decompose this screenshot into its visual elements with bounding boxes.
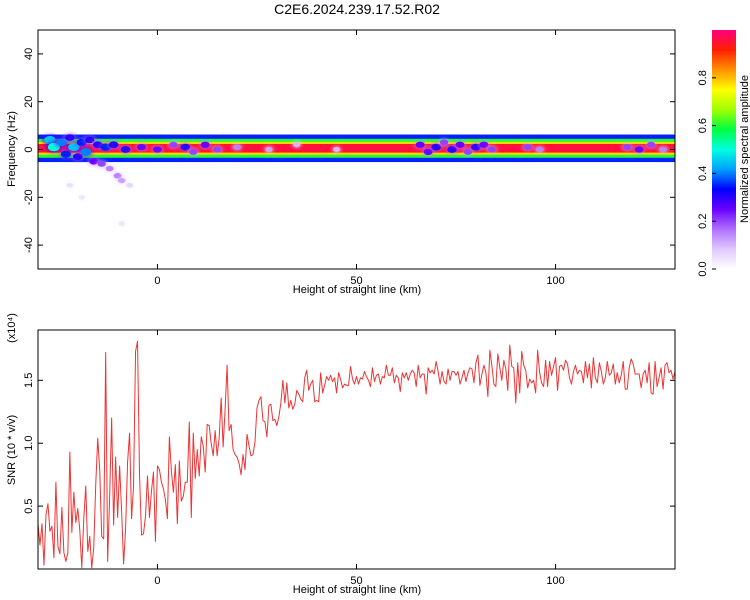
spectral-blob [233, 144, 241, 150]
snr-y-tick-label: 1.0 [23, 436, 35, 451]
spectral-blob [212, 146, 222, 153]
spectral-blob [463, 148, 473, 155]
spectral-blob [189, 148, 198, 155]
colorbar-gradient [712, 30, 736, 269]
snr-panel: 0 50 100 0.5 1.0 1.5 Height of straight line … [6, 313, 676, 596]
spectral-blob [265, 146, 273, 153]
spectral-blob [78, 195, 86, 200]
spectral-blob [439, 139, 449, 146]
spectral-blob [152, 146, 162, 153]
spectrogram-x-tick-label: 100 [546, 275, 564, 287]
spectral-blob [646, 141, 656, 148]
colorbar-label: Normalized spectral amplitude [739, 75, 750, 223]
spectral-blob [634, 146, 644, 153]
snr-x-tick-label: 0 [154, 575, 160, 587]
spectrogram-x-tick-label: 0 [154, 275, 160, 287]
spectral-blob [66, 183, 74, 188]
spectral-blob [479, 141, 489, 148]
spectral-blob [169, 141, 178, 148]
snr-series-line [38, 340, 675, 569]
snr-y-tick-label: 0.5 [23, 498, 35, 513]
spectrogram-y-tick-label: 40 [23, 48, 35, 60]
spectral-blob [455, 141, 465, 148]
spectral-blob [523, 144, 532, 151]
spectral-blob [332, 146, 341, 153]
colorbar-tick-label: 0.0 [697, 261, 709, 276]
spectral-blob [84, 136, 95, 144]
spectral-blob [447, 146, 457, 153]
spectral-blob [118, 221, 125, 226]
colorbar-tick-label: 0.8 [697, 70, 709, 85]
spectrogram-y-axis-title: Frequency (Hz) [6, 111, 18, 187]
spectral-blob [659, 146, 667, 153]
spectral-blob [200, 141, 210, 148]
spectral-blob [60, 150, 71, 158]
snr-y-multiplier-label: (x10⁴) [6, 313, 18, 343]
spectral-blob [80, 148, 92, 156]
spectrogram-y-tick-label: -20 [23, 189, 35, 205]
spectral-blob [65, 134, 75, 141]
spectral-blob [431, 143, 441, 151]
spectral-blob [487, 146, 497, 153]
colorbar-tick-label: 0.6 [697, 118, 709, 133]
snr-y-tick-label: 1.5 [23, 373, 35, 388]
spectrogram-y-tick-label: 20 [23, 96, 35, 108]
colorbar: 0.0 0.2 0.4 0.6 0.8 Normalized spectral ampl… [697, 30, 750, 277]
snr-plot-area [38, 330, 675, 569]
snr-x-axis-title: Height of straight line (km) [293, 584, 421, 596]
chart-title: C2E6.2024.239.17.52.R02 [274, 1, 440, 17]
spectral-blob [120, 146, 131, 153]
snr-x-tick-label: 50 [350, 575, 362, 587]
spectral-blob [293, 142, 301, 148]
spectrogram-panel: 0 50 100 -40 -20 0 20 40 Height of straight lin… [6, 29, 676, 296]
spectral-blob [117, 177, 126, 184]
colorbar-tick-label: 0.2 [697, 214, 709, 229]
spectral-blob [126, 182, 133, 188]
spectrogram-x-tick-label: 50 [350, 275, 362, 287]
snr-x-tick-label: 100 [546, 575, 564, 587]
spectral-blob [108, 141, 119, 149]
spectral-blob [415, 141, 425, 148]
spectral-blob [137, 143, 147, 151]
spectrogram-x-axis-title: Height of straight line (km) [293, 284, 421, 296]
snr-y-axis-title: SNR (10 * v/v) [6, 415, 18, 485]
colorbar-tick-label: 0.4 [697, 166, 709, 181]
spectral-blob [105, 165, 114, 172]
spectrogram-y-tick-label: 0 [23, 146, 35, 152]
spectral-blob [535, 146, 544, 153]
spectrogram-y-tick-label: -40 [23, 237, 35, 253]
spectral-blob [97, 160, 106, 167]
spectral-blob [423, 148, 433, 156]
spectral-blob [180, 143, 191, 151]
spectral-blob [623, 144, 632, 151]
